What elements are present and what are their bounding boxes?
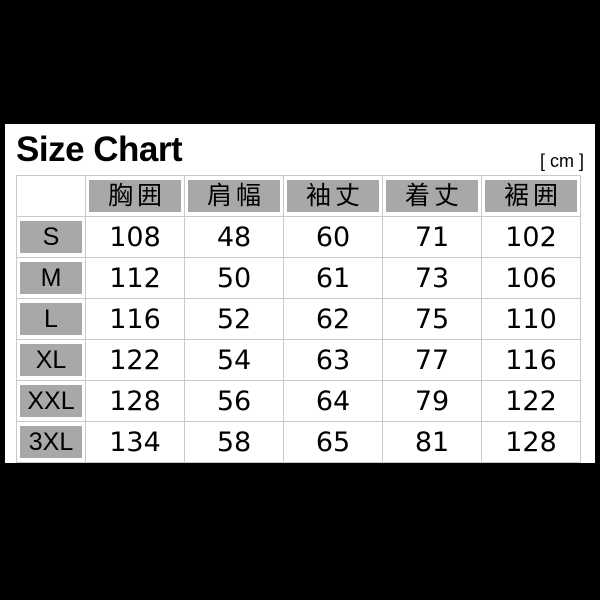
table-row: XL 122 54 63 77 116 [16, 339, 581, 381]
table-header-row: 胸囲 肩幅 袖丈 着丈 裾囲 [16, 175, 581, 217]
cell-shoulder: 56 [184, 380, 284, 422]
table-corner-header [16, 175, 86, 217]
cell-chest: 128 [85, 380, 185, 422]
size-chart-panel: Size Chart [ cm ] 胸囲 [5, 124, 595, 463]
cell-sleeve: 60 [283, 216, 383, 258]
row-size-label: S [16, 216, 86, 258]
unit-label: [ cm ] [540, 151, 584, 171]
column-header-shoulder: 肩幅 [184, 175, 284, 217]
cell-chest: 112 [85, 257, 185, 299]
column-header-sleeve-label: 袖丈 [287, 180, 379, 212]
cell-chest: 134 [85, 421, 185, 463]
cell-shoulder: 52 [184, 298, 284, 340]
cell-sleeve: 61 [283, 257, 383, 299]
cell-hem: 116 [481, 339, 581, 381]
row-size-label-text: S [20, 221, 82, 253]
size-chart-table: 胸囲 肩幅 袖丈 着丈 裾囲 [16, 175, 581, 463]
column-header-chest-label: 胸囲 [89, 180, 181, 212]
cell-hem: 128 [481, 421, 581, 463]
column-header-length: 着丈 [382, 175, 482, 217]
column-header-chest: 胸囲 [85, 175, 185, 217]
cell-hem: 102 [481, 216, 581, 258]
cell-chest: 122 [85, 339, 185, 381]
table-row: 3XL 134 58 65 81 128 [16, 421, 581, 463]
page-title: Size Chart [16, 130, 183, 169]
corner-header-label [20, 180, 82, 212]
column-header-length-label: 着丈 [386, 180, 478, 212]
cell-chest: 108 [85, 216, 185, 258]
table-row: M 112 50 61 73 106 [16, 257, 581, 299]
cell-shoulder: 48 [184, 216, 284, 258]
table-row: XXL 128 56 64 79 122 [16, 380, 581, 422]
table-row: L 116 52 62 75 110 [16, 298, 581, 340]
cell-hem: 110 [481, 298, 581, 340]
cell-length: 75 [382, 298, 482, 340]
cell-sleeve: 62 [283, 298, 383, 340]
row-size-label-text: 3XL [20, 426, 82, 458]
panel-header: Size Chart [ cm ] [16, 128, 584, 172]
cell-length: 77 [382, 339, 482, 381]
row-size-label-text: L [20, 303, 82, 335]
row-size-label: M [16, 257, 86, 299]
cell-hem: 106 [481, 257, 581, 299]
cell-length: 73 [382, 257, 482, 299]
row-size-label: 3XL [16, 421, 86, 463]
cell-length: 71 [382, 216, 482, 258]
cell-shoulder: 50 [184, 257, 284, 299]
column-header-shoulder-label: 肩幅 [188, 180, 280, 212]
row-size-label: L [16, 298, 86, 340]
row-size-label: XXL [16, 380, 86, 422]
table-row: S 108 48 60 71 102 [16, 216, 581, 258]
row-size-label-text: M [20, 262, 82, 294]
row-size-label: XL [16, 339, 86, 381]
cell-shoulder: 58 [184, 421, 284, 463]
cell-length: 79 [382, 380, 482, 422]
cell-sleeve: 65 [283, 421, 383, 463]
cell-hem: 122 [481, 380, 581, 422]
cell-chest: 116 [85, 298, 185, 340]
cell-sleeve: 64 [283, 380, 383, 422]
column-header-hem-label: 裾囲 [485, 180, 577, 212]
row-size-label-text: XL [20, 344, 82, 376]
row-size-label-text: XXL [20, 385, 82, 417]
column-header-hem: 裾囲 [481, 175, 581, 217]
cell-shoulder: 54 [184, 339, 284, 381]
cell-length: 81 [382, 421, 482, 463]
column-header-sleeve: 袖丈 [283, 175, 383, 217]
cell-sleeve: 63 [283, 339, 383, 381]
